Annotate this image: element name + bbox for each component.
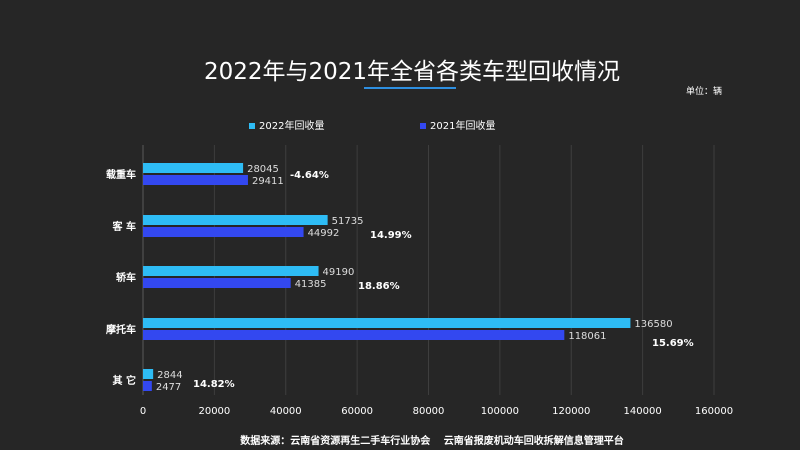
- x-tick-label: 160000: [695, 406, 733, 417]
- value-label-2021: 118061: [568, 331, 606, 342]
- x-tick-label: 20000: [198, 406, 230, 417]
- x-tick-label: 0: [140, 406, 146, 417]
- chart-title: 2022年与2021年全省各类车型回收情况: [204, 59, 620, 85]
- legend-label-2022: 2022年回收量: [259, 119, 324, 132]
- growth-label: -4.64%: [290, 170, 329, 181]
- category-label: 轿车: [116, 271, 136, 284]
- category-label: 载重车: [106, 168, 136, 181]
- bar-2021: [143, 175, 248, 185]
- title-underline: [364, 87, 456, 89]
- x-tick-label: 40000: [270, 406, 302, 417]
- legend-swatch-2021: [420, 123, 426, 129]
- value-label-2022: 28045: [247, 164, 279, 175]
- growth-label: 15.69%: [652, 338, 694, 349]
- value-label-2021: 41385: [295, 279, 327, 290]
- x-tick-label: 140000: [624, 406, 662, 417]
- category-label: 摩托车: [106, 323, 136, 336]
- bar-2021: [143, 381, 152, 391]
- x-tick-label: 80000: [413, 406, 445, 417]
- growth-label: 18.86%: [358, 281, 400, 292]
- value-label-2021: 2477: [156, 382, 181, 393]
- category-label: 其 它: [113, 374, 136, 387]
- value-label-2022: 49190: [323, 267, 355, 278]
- bar-2022: [143, 215, 328, 225]
- bar-2021: [143, 330, 565, 340]
- value-label-2022: 136580: [634, 319, 672, 330]
- bar-2021: [143, 227, 304, 237]
- legend: 2022年回收量 2021年回收量: [249, 119, 495, 132]
- growth-label: 14.99%: [370, 230, 412, 241]
- x-tick-label: 60000: [341, 406, 373, 417]
- bar-2021: [143, 278, 291, 288]
- value-label-2021: 29411: [252, 176, 284, 187]
- growth-label: 14.82%: [193, 379, 235, 390]
- value-label-2022: 51735: [332, 216, 364, 227]
- bar-2022: [143, 318, 631, 328]
- x-tick-label: 120000: [552, 406, 590, 417]
- x-tick-label: 100000: [481, 406, 519, 417]
- bar-2022: [143, 266, 319, 276]
- bar-2022: [143, 163, 244, 173]
- value-label-2022: 2844: [157, 370, 182, 381]
- unit-label: 单位：辆: [686, 85, 722, 97]
- bar-2022: [143, 369, 154, 379]
- category-label: 客 车: [112, 220, 136, 233]
- bars: [143, 163, 631, 391]
- legend-swatch-2022: [249, 123, 255, 129]
- x-axis: 0 20000 40000 60000 80000 100000 120000 140000 1…: [140, 406, 733, 417]
- legend-label-2021: 2021年回收量: [430, 119, 495, 132]
- source-note: 数据来源：云南省资源再生二手车行业协会 云南省报废机动车回收拆解信息管理平台: [240, 434, 623, 447]
- value-label-2021: 44992: [308, 228, 340, 239]
